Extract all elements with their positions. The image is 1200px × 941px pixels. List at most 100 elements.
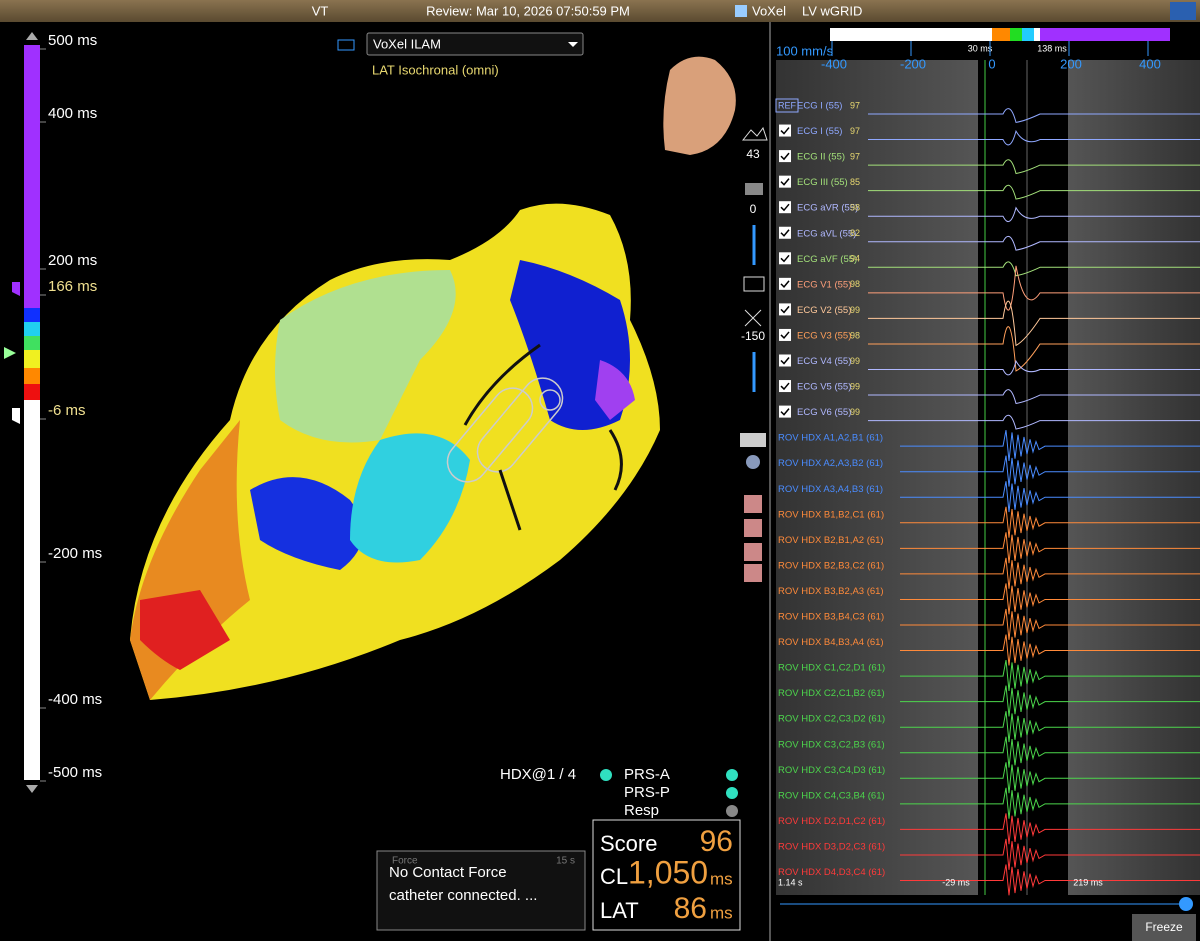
channel-checkbox xyxy=(779,175,791,188)
lower-handle[interactable] xyxy=(12,408,20,424)
check-mark xyxy=(780,178,790,186)
waveform xyxy=(868,129,1200,146)
tool-icon[interactable] xyxy=(746,455,760,469)
map-mode: LAT Isochronal (omni) xyxy=(372,62,499,77)
waveform xyxy=(868,108,1200,123)
tool-icon[interactable] xyxy=(740,433,766,447)
case-name: VT xyxy=(312,3,329,18)
channel-name: ECG V1 (55) xyxy=(797,279,851,290)
check-mark xyxy=(780,331,790,340)
status-dot xyxy=(726,769,738,781)
channel-quality: 99 xyxy=(850,381,860,391)
torso-icon[interactable] xyxy=(663,56,736,155)
tool-icon[interactable] xyxy=(744,309,762,327)
waveform xyxy=(868,206,1200,223)
channel-checkbox xyxy=(779,201,791,214)
window-start: 30 ms xyxy=(968,43,993,53)
force-message: catheter connected. ... xyxy=(389,887,537,904)
status-item: PRS-P xyxy=(624,784,670,801)
check-mark xyxy=(780,280,790,288)
map-blue-2 xyxy=(250,477,363,570)
channel-quality: 98 xyxy=(850,203,860,213)
tool-icon[interactable] xyxy=(744,519,762,537)
window-end: 138 ms xyxy=(1037,43,1067,53)
catheter-id: HDX@1 / 4 xyxy=(500,766,576,783)
channel-name: ROV HDX B3,B4,C3 (61) xyxy=(778,612,884,623)
channel-name: ECG II (55) xyxy=(797,152,845,163)
check-mark xyxy=(780,203,790,212)
window-shade xyxy=(776,60,978,895)
map-dropdown[interactable] xyxy=(366,32,584,56)
tool-value: 0 xyxy=(750,202,757,216)
channel-name: ROV HDX C2,C3,D2 (61) xyxy=(778,714,885,725)
channel-checkbox xyxy=(779,124,791,137)
channel-name: ROV HDX D3,D2,C3 (61) xyxy=(778,841,885,852)
channel-name: ROV HDX C4,C3,B4 (61) xyxy=(778,790,885,801)
scale-label: 200 ms xyxy=(48,252,97,269)
mid-handle[interactable] xyxy=(4,347,16,359)
dropdown-arrow xyxy=(568,42,578,47)
check-mark xyxy=(780,382,790,391)
freeze-label: Freeze xyxy=(1145,920,1183,934)
force-panel xyxy=(376,850,586,931)
tool-icon[interactable] xyxy=(744,495,762,513)
waveform xyxy=(900,685,1200,717)
waveform xyxy=(900,736,1200,768)
play-button[interactable] xyxy=(1179,897,1193,911)
channel-name: ROV HDX C1,C2,D1 (61) xyxy=(778,663,885,674)
freeze-button[interactable] xyxy=(1132,914,1196,941)
waveform xyxy=(900,583,1200,615)
score-label: Score xyxy=(600,831,657,856)
channel-name: ROV HDX B4,B3,A4 (61) xyxy=(778,637,884,648)
waveform xyxy=(900,864,1200,896)
cl-value: 1,050 xyxy=(628,854,708,890)
scale-red xyxy=(24,384,40,400)
waveform xyxy=(868,359,1200,376)
channel-name: ECG V5 (55) xyxy=(797,382,851,393)
waveform xyxy=(900,787,1200,819)
waveform xyxy=(900,481,1200,513)
tool-icon[interactable] xyxy=(745,183,763,195)
check-mark xyxy=(780,152,790,161)
check-mark xyxy=(780,254,790,263)
time-tick-label: -200 xyxy=(900,56,926,71)
window-colors xyxy=(1022,28,1034,41)
channel-name: ECG III (55) xyxy=(797,177,848,188)
channel-name: ECG V6 (55) xyxy=(797,407,851,418)
heart-map xyxy=(130,203,660,701)
channel-name: ROV HDX B2,B3,C2 (61) xyxy=(778,560,884,571)
tool-icon[interactable] xyxy=(744,564,762,582)
check-mark xyxy=(780,127,790,135)
channel-quality: 98 xyxy=(850,330,860,340)
expand-button[interactable] xyxy=(1170,2,1196,20)
waveform xyxy=(900,838,1200,870)
waveform xyxy=(900,506,1200,538)
scale-orange xyxy=(24,368,40,384)
score-panel xyxy=(592,819,741,931)
map-icon xyxy=(337,39,355,51)
upper-handle[interactable] xyxy=(12,282,20,296)
sweep-speed: 100 mm/s xyxy=(776,43,834,58)
toolbar: 43 0 -150 xyxy=(740,126,768,582)
status-dot xyxy=(726,805,738,817)
map-purple xyxy=(595,360,635,420)
waveform xyxy=(900,711,1200,743)
waveform xyxy=(868,235,1200,251)
review-time: Review: Mar 10, 2026 07:50:59 PM xyxy=(426,3,630,18)
channel-checkbox xyxy=(779,277,791,290)
scale-label: 400 ms xyxy=(48,105,97,122)
force-title: Force xyxy=(392,856,418,867)
scale-label: -6 ms xyxy=(48,402,86,419)
tool-icon[interactable] xyxy=(743,276,765,292)
tool-icon[interactable] xyxy=(741,126,768,141)
status-item: PRS-A xyxy=(624,766,670,783)
channel-checkbox xyxy=(779,150,791,163)
channel-quality: 85 xyxy=(850,177,860,187)
window-shade xyxy=(1068,60,1200,895)
channel-name: ECG aVR (55) xyxy=(797,203,858,214)
channel-quality: 98 xyxy=(850,279,860,289)
tool-icon[interactable] xyxy=(744,543,762,561)
title-bar xyxy=(0,0,1200,22)
channel-name: ROV HDX C3,C2,B3 (61) xyxy=(778,739,885,750)
app-icon xyxy=(735,5,747,17)
